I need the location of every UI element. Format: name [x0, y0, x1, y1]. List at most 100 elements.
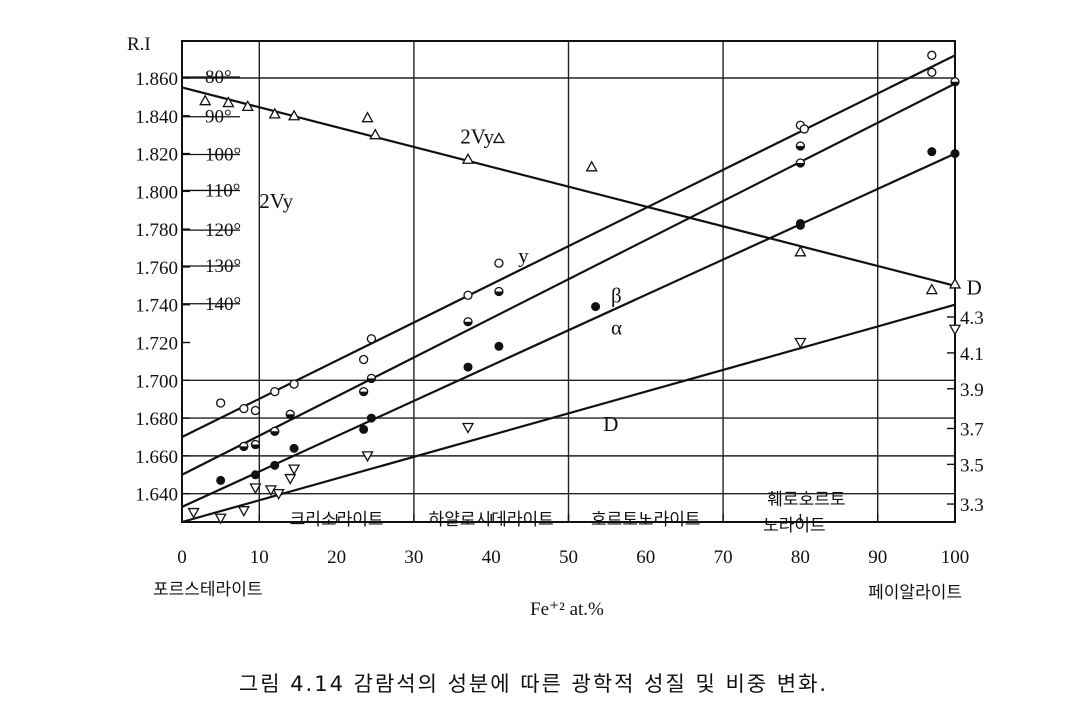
- angle-tick-label: 130°: [205, 256, 241, 277]
- point-alpha: [494, 341, 504, 351]
- angle-tick-label: 100°: [205, 145, 241, 166]
- x-tick-label: 10: [250, 547, 269, 568]
- angle-tick-label: 140°: [205, 294, 241, 315]
- density-tick-label: 3.7: [960, 419, 984, 440]
- zone-label: 훼로호르토: [767, 490, 845, 510]
- series-points: [187, 50, 962, 525]
- point-d: [214, 513, 227, 525]
- x-tick-label: 100: [941, 547, 970, 568]
- point-y: [270, 386, 280, 397]
- angle-tick-label: 80°: [205, 67, 232, 88]
- point-alpha: [216, 475, 226, 485]
- y-tick-label: 1.680: [135, 409, 178, 430]
- point-alpha: [289, 443, 299, 453]
- y-tick-label: 1.760: [135, 258, 178, 279]
- point-y: [927, 67, 937, 77]
- marker-fill: [796, 163, 805, 168]
- marker-fill: [367, 378, 376, 383]
- end-label-right: 페이알라이트: [868, 583, 962, 603]
- series-line-beta: [181, 82, 956, 476]
- series-line-d: [181, 303, 956, 524]
- y-tick-label: 1.740: [135, 296, 178, 317]
- marker-fill: [251, 444, 260, 449]
- point-y: [215, 398, 226, 408]
- point-beta: [359, 386, 369, 397]
- y-axis-title: R.I: [127, 34, 151, 55]
- zone-label: 하얄로시데라이트: [429, 510, 554, 530]
- point-alpha: [950, 149, 960, 159]
- point-d: [272, 489, 285, 500]
- density-tick-label: 3.9: [960, 380, 984, 401]
- axes: 1.640 1.660 1.680 1.700 1.720 1.740 1.760 1.780…: [127, 34, 984, 620]
- curve-label: D: [603, 412, 618, 436]
- point-beta: [270, 426, 280, 436]
- marker-fill: [494, 291, 503, 296]
- x-tick-label: 20: [327, 547, 346, 568]
- point-d: [948, 324, 962, 336]
- x-tick-label: 90: [868, 547, 887, 568]
- point-2vy: [222, 96, 235, 108]
- point-d: [249, 483, 262, 495]
- marker-fill: [951, 81, 959, 86]
- point-beta: [250, 439, 261, 450]
- point-2vy: [287, 109, 301, 121]
- point-y: [366, 334, 377, 344]
- point-beta: [795, 158, 806, 168]
- x-tick-label: 0: [177, 547, 187, 568]
- zone-label: 노라이트: [763, 516, 826, 536]
- y-tick-label: 1.800: [135, 182, 178, 203]
- point-y: [463, 290, 473, 300]
- curve-label: 2Vy: [259, 189, 293, 213]
- point-y: [799, 124, 809, 134]
- point-d: [287, 464, 301, 476]
- y-tick-label: 1.700: [135, 371, 178, 392]
- density-tick-label: 4.1: [960, 344, 984, 365]
- point-alpha: [463, 362, 473, 372]
- marker-fill: [796, 146, 805, 151]
- point-alpha: [795, 220, 805, 230]
- x-tick-label: 70: [714, 547, 733, 568]
- marker-fill: [270, 431, 279, 436]
- point-2vy: [925, 283, 938, 295]
- x-tick-label: 50: [559, 547, 578, 568]
- point-d: [461, 422, 475, 434]
- y-tick-label: 1.860: [135, 69, 178, 90]
- y-tick-label: 1.840: [135, 107, 178, 128]
- series-line-y: [181, 54, 956, 438]
- density-tick-label: 4.3: [960, 308, 984, 329]
- y-tick-label: 1.720: [135, 334, 178, 355]
- y-tick-label: 1.780: [135, 220, 178, 241]
- marker-fill: [239, 446, 248, 451]
- curve-label: y: [518, 244, 529, 268]
- point-2vy: [948, 277, 962, 289]
- point-y: [359, 354, 369, 365]
- point-2vy: [268, 107, 281, 119]
- series-lines: [181, 54, 956, 524]
- point-d: [187, 507, 200, 519]
- point-d: [284, 473, 297, 485]
- angle-tick-label: 90°: [205, 107, 232, 128]
- point-d: [237, 506, 250, 518]
- point-alpha: [591, 302, 601, 312]
- figure-caption: 그림 4.14 감람석의 성분에 따른 광학적 성질 및 비중 변화.: [238, 672, 829, 696]
- curve-label: D: [967, 276, 982, 300]
- x-axis-title: Fe⁺² at.%: [530, 599, 604, 620]
- x-tick-label: 80: [791, 547, 810, 568]
- point-d: [794, 337, 807, 349]
- series-line-alpha: [181, 152, 956, 508]
- angle-tick-label: 120°: [205, 220, 241, 241]
- point-alpha: [366, 413, 376, 423]
- point-beta: [463, 317, 473, 327]
- point-alpha: [270, 460, 280, 470]
- density-tick-label: 3.3: [960, 495, 984, 516]
- point-2vy: [492, 132, 506, 144]
- point-2vy: [241, 100, 254, 111]
- y-tick-label: 1.660: [135, 447, 178, 468]
- curve-label: β: [611, 283, 622, 307]
- angle-tick-label: 110°: [205, 180, 240, 201]
- series-line-2vy: [181, 86, 956, 287]
- point-alpha: [359, 424, 369, 434]
- point-beta: [366, 373, 377, 384]
- point-beta: [795, 141, 806, 151]
